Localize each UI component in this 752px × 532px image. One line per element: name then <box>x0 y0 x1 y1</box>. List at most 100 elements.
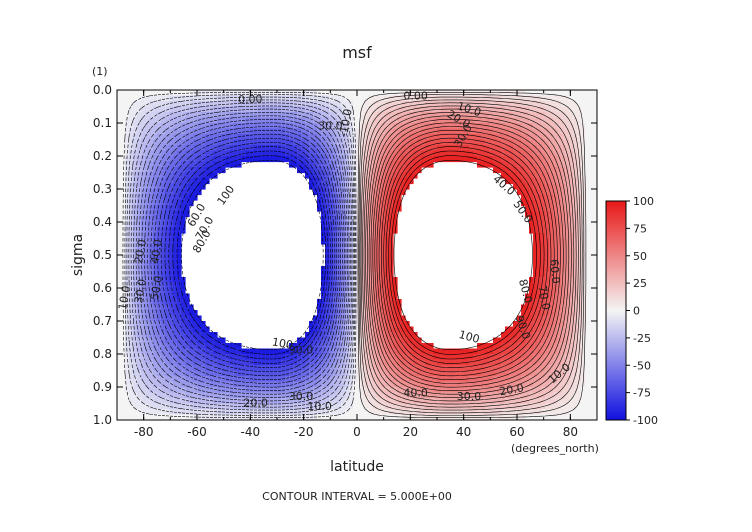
field-cell <box>593 376 597 383</box>
field-cell <box>317 172 322 179</box>
field-cell <box>161 123 166 130</box>
field-cell <box>149 348 154 355</box>
field-cell <box>541 337 546 344</box>
field-cell <box>545 299 550 306</box>
field-cell <box>401 95 406 102</box>
field-cell <box>121 299 126 306</box>
field-cell <box>581 172 586 179</box>
field-cell <box>461 387 466 394</box>
field-cell <box>289 156 294 163</box>
field-cell <box>561 156 566 163</box>
field-cell <box>121 227 126 234</box>
field-cell <box>409 403 414 410</box>
field-cell <box>269 90 274 97</box>
field-cell <box>345 178 350 185</box>
field-cell <box>325 172 330 179</box>
field-cell <box>337 299 342 306</box>
field-cell <box>261 106 266 113</box>
field-cell <box>397 354 402 361</box>
field-cell <box>525 293 530 300</box>
field-cell <box>537 106 542 113</box>
field-cell <box>325 194 330 201</box>
field-cell <box>353 194 358 201</box>
field-cell <box>245 95 250 102</box>
field-cell <box>373 150 378 157</box>
field-cell <box>489 134 494 141</box>
field-cell <box>321 277 326 284</box>
field-cell <box>585 200 590 207</box>
field-cell <box>289 90 294 97</box>
field-cell <box>437 354 442 361</box>
field-cell <box>537 381 542 388</box>
field-cell <box>129 304 134 311</box>
field-cell <box>289 117 294 124</box>
field-cell <box>381 211 386 218</box>
field-cell <box>145 332 150 339</box>
field-cell <box>397 326 402 333</box>
field-cell <box>453 403 458 410</box>
field-cell <box>389 233 394 240</box>
field-cell <box>361 381 366 388</box>
field-cell <box>125 255 130 262</box>
field-cell <box>321 332 326 339</box>
field-cell <box>145 128 150 135</box>
field-cell <box>477 139 482 146</box>
field-cell <box>465 403 470 410</box>
field-cell <box>533 112 538 119</box>
field-cell <box>377 332 382 339</box>
field-cell <box>313 337 318 344</box>
field-cell <box>197 145 202 152</box>
field-cell <box>353 332 358 339</box>
field-cell <box>585 304 590 311</box>
field-cell <box>281 370 286 377</box>
field-cell <box>541 156 546 163</box>
field-cell <box>469 101 474 108</box>
field-cell <box>433 134 438 141</box>
field-cell <box>165 260 170 267</box>
field-cell <box>149 194 154 201</box>
field-cell <box>293 139 298 146</box>
field-cell <box>313 139 318 146</box>
field-cell <box>361 343 366 350</box>
field-cell <box>421 95 426 102</box>
field-cell <box>261 90 266 97</box>
field-cell <box>165 145 170 152</box>
field-cell <box>397 134 402 141</box>
field-cell <box>165 233 170 240</box>
field-cell <box>329 150 334 157</box>
field-cell <box>321 145 326 152</box>
field-cell <box>493 398 498 405</box>
field-cell <box>429 145 434 152</box>
field-cell <box>165 321 170 328</box>
field-cell <box>481 139 486 146</box>
field-cell <box>429 343 434 350</box>
field-cell <box>149 227 154 234</box>
field-cell <box>177 128 182 135</box>
field-cell <box>209 392 214 399</box>
field-cell <box>557 123 562 130</box>
field-cell <box>201 101 206 108</box>
field-cell <box>557 238 562 245</box>
field-cell <box>117 216 122 223</box>
field-cell <box>577 238 582 245</box>
field-cell <box>229 381 234 388</box>
field-cell <box>349 123 354 130</box>
field-cell <box>393 101 398 108</box>
field-cell <box>321 403 326 410</box>
field-cell <box>181 156 186 163</box>
field-cell <box>413 156 418 163</box>
field-cell <box>569 370 574 377</box>
field-cell <box>569 387 574 394</box>
field-cell <box>125 266 130 273</box>
field-cell <box>361 277 366 284</box>
field-cell <box>125 365 130 372</box>
field-cell <box>341 211 346 218</box>
field-cell <box>205 123 210 130</box>
field-cell <box>305 348 310 355</box>
field-cell <box>513 161 518 168</box>
field-cell <box>457 128 462 135</box>
field-cell <box>309 376 314 383</box>
field-cell <box>529 299 534 306</box>
field-cell <box>153 321 158 328</box>
field-cell <box>553 233 558 240</box>
